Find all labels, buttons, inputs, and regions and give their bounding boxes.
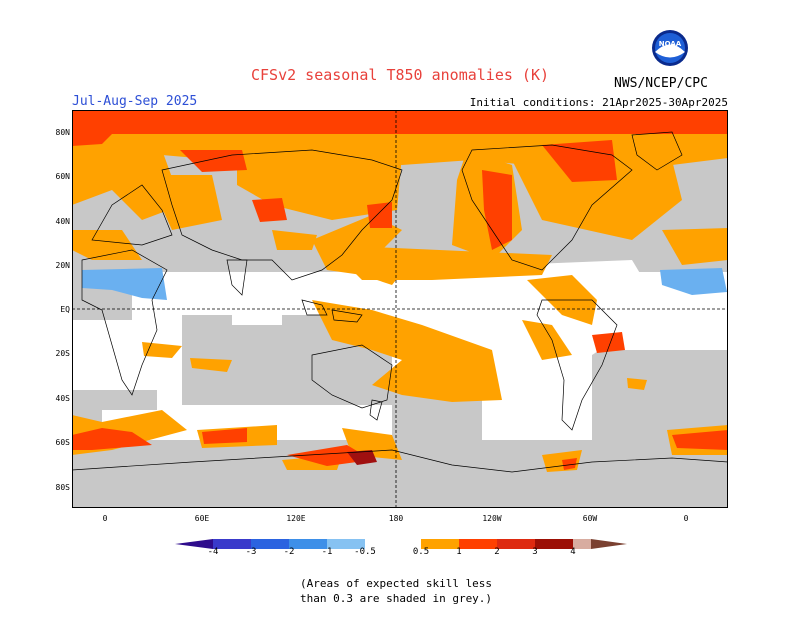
skill-note: (Areas of expected skill less than 0.3 a… [300, 576, 600, 606]
colorbar-label-p1: 1 [456, 547, 462, 557]
very-strong-anomaly-regions [347, 450, 377, 465]
lat-label-80s: 80S [55, 483, 70, 492]
initial-conditions-label: Initial conditions: 21Apr2025-30Apr2025 [469, 96, 728, 109]
colorbar-lt-m4 [175, 539, 213, 549]
lat-label-20s: 20S [55, 349, 70, 358]
lat-label-40s: 40S [55, 394, 70, 403]
colorbar [175, 535, 627, 549]
colorbar-label-m3: -3 [245, 547, 257, 557]
colorbar-neutral [365, 539, 421, 549]
lat-label-60n: 60N [55, 172, 70, 181]
colorbar-label-m2: -2 [283, 547, 295, 557]
colorbar-p3-p4 [535, 539, 573, 549]
lat-label-eq: EQ [60, 305, 70, 314]
colorbar-label-m05: -0.5 [354, 547, 376, 557]
colorbar-p05-p1 [421, 539, 459, 549]
colorbar-gt-p4 [573, 539, 591, 549]
negative-anomaly-regions [82, 268, 727, 300]
agency-label: NWS/NCEP/CPC [614, 76, 708, 91]
lon-label-60w: 60W [582, 514, 598, 523]
colorbar-p1-p2 [459, 539, 497, 549]
colorbar-label-p3: 3 [532, 547, 538, 557]
colorbar-label-m1: -1 [321, 547, 333, 557]
coastlines [71, 131, 729, 473]
lon-label-120e: 120E [286, 514, 306, 523]
colorbar-beyond [591, 539, 627, 549]
lon-label-0-east: 0 [683, 514, 689, 523]
colorbar-m4-m3 [213, 539, 251, 549]
colorbar-m2-m1 [289, 539, 327, 549]
lon-label-180: 180 [388, 514, 404, 523]
lat-label-20n: 20N [55, 261, 70, 270]
lat-label-80n: 80N [55, 128, 70, 137]
skill-note-line1: (Areas of expected skill less [300, 577, 493, 590]
lon-label-120w: 120W [482, 514, 502, 523]
anomaly-map [71, 110, 729, 508]
colorbar-label-m4: -4 [207, 547, 219, 557]
skill-note-line2: than 0.3 are shaded in grey.) [300, 592, 493, 605]
lat-label-40n: 40N [55, 217, 70, 226]
colorbar-label-p4: 4 [570, 547, 576, 557]
logo-text: NOAA [659, 40, 682, 48]
colorbar-label-p05: 0.5 [412, 547, 430, 557]
colorbar-m1-m05 [327, 539, 365, 549]
colorbar-p2-p3 [497, 539, 535, 549]
strong-anomaly-regions [72, 110, 728, 470]
lat-label-60s: 60S [55, 438, 70, 447]
lon-label-0: 0 [102, 514, 108, 523]
colorbar-label-p2: 2 [494, 547, 500, 557]
map-frame [72, 110, 728, 508]
map-title: CFSv2 seasonal T850 anomalies (K) [250, 66, 549, 84]
noaa-logo: NOAA [651, 29, 689, 67]
lon-label-60e: 60E [194, 514, 210, 523]
colorbar-m3-m2 [251, 539, 289, 549]
season-label: Jul-Aug-Sep 2025 [72, 94, 198, 109]
